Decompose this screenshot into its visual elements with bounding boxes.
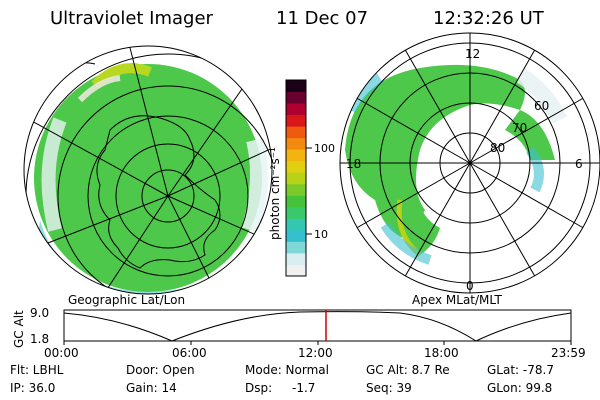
timeline-tick-1800: 18:00: [424, 346, 459, 360]
orbit-timeline: GC Alt 9.0 1.8 00:00 06:00 12:00 18:00 2…: [12, 306, 586, 360]
time-label: 12:32:26 UT: [433, 8, 545, 29]
colorbar-band: [286, 80, 306, 93]
info-panel: Flt: LBHL IP: 36.0 Door: Open Gain: 14 M…: [10, 363, 554, 395]
colorbar-band: [286, 172, 306, 185]
mlat-label-60: 60: [534, 99, 549, 113]
colorbar-band: [286, 149, 306, 162]
colorbar-band: [286, 195, 306, 208]
colorbar-band: [286, 241, 306, 254]
colorbar-tick-10: 10: [314, 228, 328, 241]
instrument-title: Ultraviolet Imager: [50, 8, 214, 29]
seq-info: Seq: 39: [366, 381, 412, 395]
gc-alt-info: GC Alt: 8.7 Re: [366, 363, 450, 377]
date-label: 11 Dec 07: [276, 8, 368, 29]
colorbar: 100 10 photon cm⁻²s⁻¹: [268, 79, 335, 277]
colorbar-gradient: [286, 80, 306, 277]
colorbar-band: [286, 114, 306, 127]
magnetic-map: 12 18 6 0 60 70 80 Apex MLat/MLT: [339, 32, 600, 307]
mlat-label-80: 80: [490, 141, 505, 155]
filter-info: Flt: LBHL: [10, 363, 64, 377]
glat-info: GLat: -78.7: [487, 363, 554, 377]
timeline-tick-1200: 12:00: [298, 346, 333, 360]
colorbar-label: photon cm⁻²s⁻¹: [268, 147, 282, 240]
mode-info: Mode: Normal: [245, 363, 329, 377]
colorbar-band: [286, 229, 306, 242]
mlt-label-6: 6: [575, 157, 583, 171]
dsp-value: -1.7: [292, 381, 315, 395]
dsp-label: Dsp:: [245, 381, 272, 395]
gain-info: Gain: 14: [126, 381, 177, 395]
timeline-y-low: 1.8: [30, 332, 49, 346]
timeline-tick-0600: 06:00: [172, 346, 207, 360]
geographic-map: Geographic Lat/Lon: [23, 45, 273, 307]
colorbar-band: [286, 218, 306, 231]
timeline-ylabel: GC Alt: [12, 310, 26, 348]
mlat-label-70: 70: [512, 121, 527, 135]
door-info: Door: Open: [126, 363, 195, 377]
colorbar-band: [286, 252, 306, 265]
timeline-y-high: 9.0: [30, 306, 49, 320]
timeline-tick-0000: 00:00: [44, 346, 79, 360]
mlt-label-0: 0: [466, 279, 474, 293]
timeline-tick-2359: 23:59: [551, 346, 586, 360]
colorbar-band: [286, 103, 306, 116]
colorbar-band: [286, 206, 306, 219]
colorbar-tick-100: 100: [314, 142, 335, 155]
geographic-map-caption: Geographic Lat/Lon: [68, 293, 185, 307]
colorbar-band: [286, 183, 306, 196]
colorbar-band: [286, 137, 306, 150]
mlt-label-12: 12: [465, 47, 480, 61]
colorbar-band: [286, 160, 306, 173]
glon-info: GLon: 99.8: [487, 381, 552, 395]
magnetic-map-caption: Apex MLat/MLT: [412, 293, 502, 307]
colorbar-band: [286, 264, 306, 277]
colorbar-band: [286, 91, 306, 104]
mlt-label-18: 18: [346, 157, 361, 171]
colorbar-band: [286, 126, 306, 139]
ip-info: IP: 36.0: [10, 381, 55, 395]
